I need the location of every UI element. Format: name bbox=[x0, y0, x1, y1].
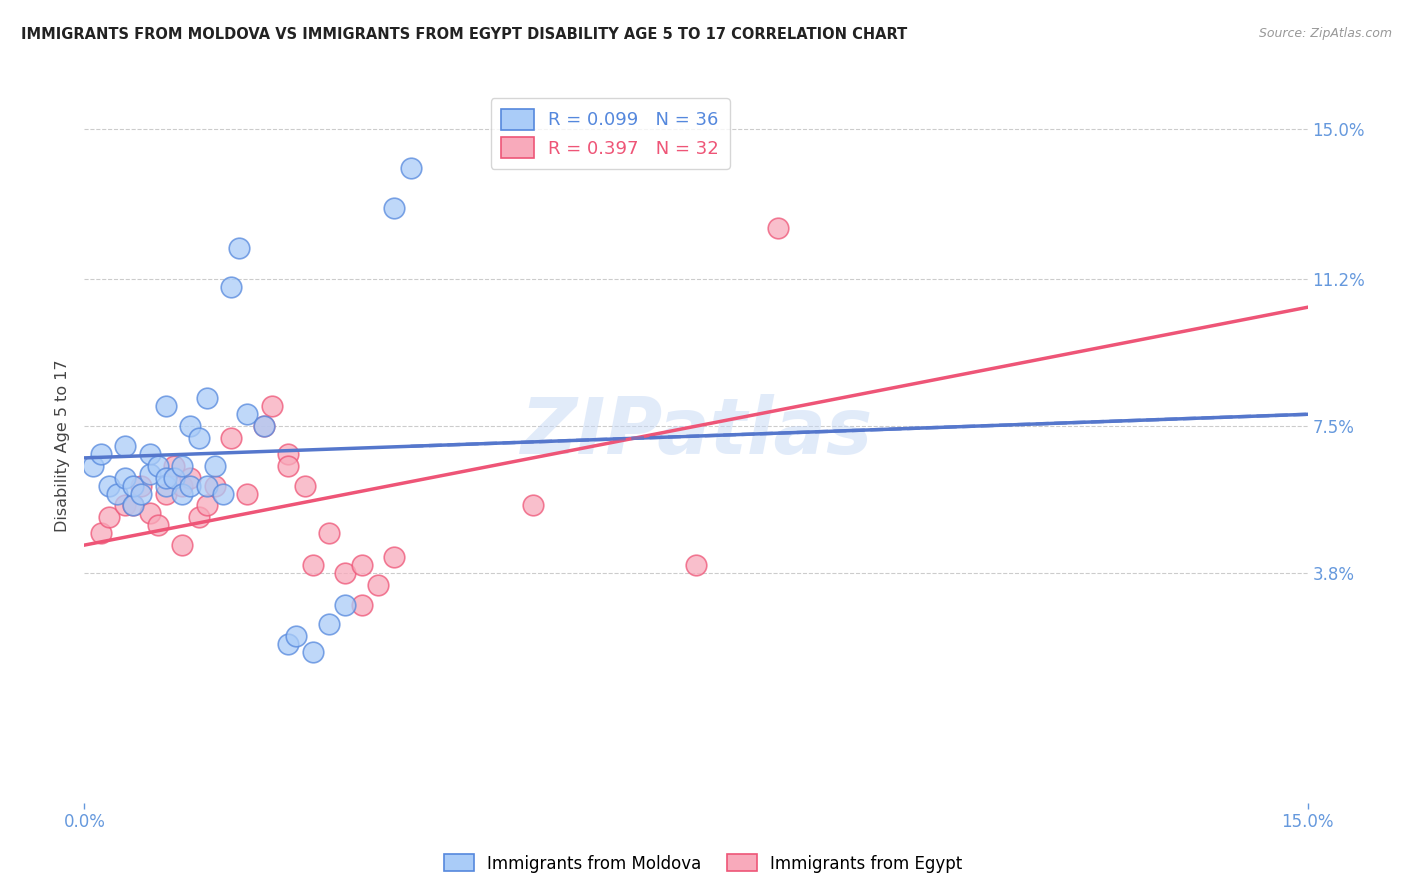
Point bbox=[522, 499, 544, 513]
Point bbox=[114, 471, 136, 485]
Point bbox=[382, 549, 405, 564]
Point bbox=[236, 407, 259, 421]
Point bbox=[90, 526, 112, 541]
Point bbox=[335, 566, 357, 580]
Point bbox=[253, 419, 276, 434]
Point bbox=[82, 458, 104, 473]
Point bbox=[277, 637, 299, 651]
Point bbox=[318, 617, 340, 632]
Point bbox=[195, 478, 218, 492]
Point bbox=[335, 598, 357, 612]
Point bbox=[301, 645, 323, 659]
Point bbox=[114, 499, 136, 513]
Point bbox=[90, 447, 112, 461]
Point bbox=[146, 458, 169, 473]
Point bbox=[187, 431, 209, 445]
Point bbox=[260, 400, 283, 414]
Point bbox=[179, 471, 201, 485]
Point bbox=[228, 241, 250, 255]
Point bbox=[219, 431, 242, 445]
Point bbox=[172, 478, 194, 492]
Point bbox=[122, 499, 145, 513]
Point bbox=[122, 499, 145, 513]
Point bbox=[301, 558, 323, 572]
Point bbox=[212, 486, 235, 500]
Point bbox=[172, 486, 194, 500]
Point bbox=[766, 221, 789, 235]
Point bbox=[155, 400, 177, 414]
Point bbox=[114, 439, 136, 453]
Point bbox=[204, 478, 226, 492]
Point bbox=[97, 510, 120, 524]
Point bbox=[138, 507, 160, 521]
Point bbox=[155, 486, 177, 500]
Point bbox=[285, 629, 308, 643]
Point bbox=[367, 578, 389, 592]
Point bbox=[204, 458, 226, 473]
Text: Source: ZipAtlas.com: Source: ZipAtlas.com bbox=[1258, 27, 1392, 40]
Point bbox=[277, 458, 299, 473]
Y-axis label: Disability Age 5 to 17: Disability Age 5 to 17 bbox=[55, 359, 70, 533]
Point bbox=[195, 392, 218, 406]
Point bbox=[350, 598, 373, 612]
Legend: R = 0.099   N = 36, R = 0.397   N = 32: R = 0.099 N = 36, R = 0.397 N = 32 bbox=[491, 98, 730, 169]
Point bbox=[155, 478, 177, 492]
Point bbox=[155, 471, 177, 485]
Point bbox=[105, 486, 128, 500]
Point bbox=[350, 558, 373, 572]
Point bbox=[172, 458, 194, 473]
Point bbox=[195, 499, 218, 513]
Point bbox=[131, 478, 153, 492]
Point bbox=[277, 447, 299, 461]
Point bbox=[97, 478, 120, 492]
Point bbox=[138, 447, 160, 461]
Text: ZIPatlas: ZIPatlas bbox=[520, 393, 872, 470]
Point bbox=[294, 478, 316, 492]
Point bbox=[163, 471, 186, 485]
Point bbox=[163, 458, 186, 473]
Point bbox=[219, 280, 242, 294]
Point bbox=[131, 486, 153, 500]
Point bbox=[399, 161, 422, 176]
Point bbox=[179, 478, 201, 492]
Legend: Immigrants from Moldova, Immigrants from Egypt: Immigrants from Moldova, Immigrants from… bbox=[437, 847, 969, 880]
Point bbox=[253, 419, 276, 434]
Point bbox=[138, 467, 160, 481]
Point bbox=[146, 518, 169, 533]
Point bbox=[382, 201, 405, 215]
Point bbox=[187, 510, 209, 524]
Text: IMMIGRANTS FROM MOLDOVA VS IMMIGRANTS FROM EGYPT DISABILITY AGE 5 TO 17 CORRELAT: IMMIGRANTS FROM MOLDOVA VS IMMIGRANTS FR… bbox=[21, 27, 907, 42]
Point bbox=[179, 419, 201, 434]
Point bbox=[172, 538, 194, 552]
Point bbox=[122, 478, 145, 492]
Point bbox=[236, 486, 259, 500]
Point bbox=[685, 558, 707, 572]
Point bbox=[318, 526, 340, 541]
